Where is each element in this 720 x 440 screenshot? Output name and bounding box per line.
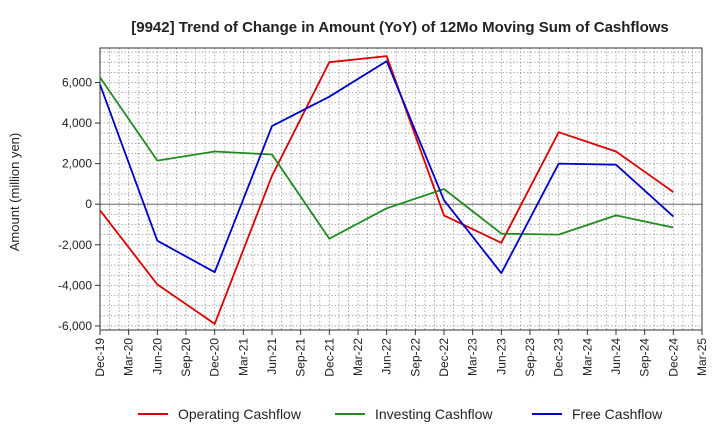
x-tick-label: Dec-20 (208, 338, 222, 377)
x-tick-label: Sep-22 (408, 338, 422, 377)
y-tick-label: 2,000 (62, 157, 92, 171)
legend-label: Free Cashflow (572, 406, 663, 422)
axis-layer: -6,000 -4,000 -2,000 0 2,000 4,000 6,000 Dec-19… (58, 47, 709, 377)
y-tick-label: 6,000 (62, 75, 92, 89)
x-tick-label: Dec-23 (552, 338, 566, 377)
x-tick-label: Jun-21 (265, 338, 279, 375)
x-tick-label: Mar-24 (580, 338, 594, 376)
x-tick-label: Mar-22 (351, 338, 365, 376)
series-line-free-cashflow (99, 60, 674, 275)
legend: Operating Cashflow Investing Cashflow Free… (138, 406, 663, 422)
x-tick-label: Sep-21 (294, 338, 308, 377)
x-tick-label: Mar-23 (466, 338, 480, 376)
y-tick-label: -4,000 (58, 278, 92, 292)
x-tick-label: Sep-24 (638, 338, 652, 377)
x-tick-label: Dec-24 (666, 338, 680, 377)
x-tick-label: Dec-22 (437, 338, 451, 377)
series-layer (99, 55, 674, 325)
x-tick-label: Mar-25 (695, 338, 709, 376)
series-line-operating-cashflow (99, 55, 674, 325)
series-line-investing-cashflow (99, 76, 674, 240)
x-tick-label: Mar-21 (236, 338, 250, 376)
x-tick-label: Jun-24 (609, 338, 623, 375)
y-tick-label: 4,000 (62, 116, 92, 130)
x-tick-label: Mar-20 (122, 338, 136, 376)
x-tick-label: Jun-22 (380, 338, 394, 375)
grid-layer (99, 48, 702, 330)
y-axis-label: Amount (million yen) (7, 133, 22, 252)
legend-label: Operating Cashflow (178, 406, 302, 422)
x-tick-label: Sep-23 (523, 338, 537, 377)
y-tick-label: -2,000 (58, 238, 92, 252)
x-tick-label: Jun-23 (494, 338, 508, 375)
y-tick-label: -6,000 (58, 319, 92, 333)
x-tick-label: Sep-20 (179, 338, 193, 377)
plot-frame (99, 47, 703, 331)
x-tick-label: Dec-21 (322, 338, 336, 377)
x-tick-label: Dec-19 (93, 338, 107, 377)
chart-title: [9942] Trend of Change in Amount (YoY) o… (131, 19, 669, 36)
y-tick-label: 0 (85, 197, 92, 211)
legend-label: Investing Cashflow (375, 406, 493, 422)
x-tick-label: Jun-20 (150, 338, 164, 375)
